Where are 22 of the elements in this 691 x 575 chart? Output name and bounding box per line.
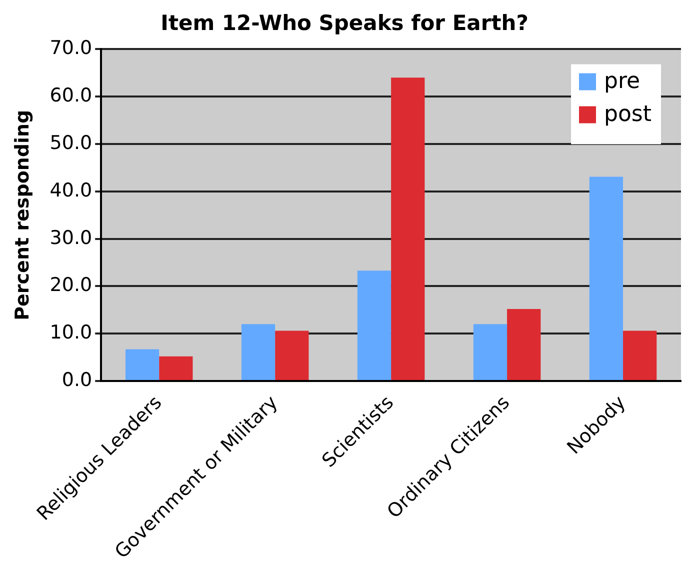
legend-label: pre xyxy=(604,68,640,94)
bar xyxy=(589,176,624,380)
bar xyxy=(241,324,276,380)
bar xyxy=(357,270,392,380)
y-tick-label: 10.0 xyxy=(50,322,92,344)
y-tick-label: 60.0 xyxy=(50,84,92,107)
bar xyxy=(275,330,309,380)
y-tick-label: 70.0 xyxy=(50,37,92,60)
bar xyxy=(473,324,508,380)
y-tick-label: 20.0 xyxy=(50,274,92,296)
legend-label: post xyxy=(604,102,652,127)
y-tick-label: 0.0 xyxy=(62,368,92,391)
y-tick-label: 40.0 xyxy=(50,179,92,202)
y-axis-title: Percent responding xyxy=(11,110,34,320)
bar xyxy=(125,349,160,380)
y-tick-label: 50.0 xyxy=(50,132,92,154)
y-tick-label: 30.0 xyxy=(50,226,92,249)
bar xyxy=(391,78,425,380)
bar xyxy=(507,308,541,380)
bar xyxy=(623,330,657,380)
bar xyxy=(159,356,193,380)
chart-title: Item 12-Who Speaks for Earth? xyxy=(160,11,528,36)
